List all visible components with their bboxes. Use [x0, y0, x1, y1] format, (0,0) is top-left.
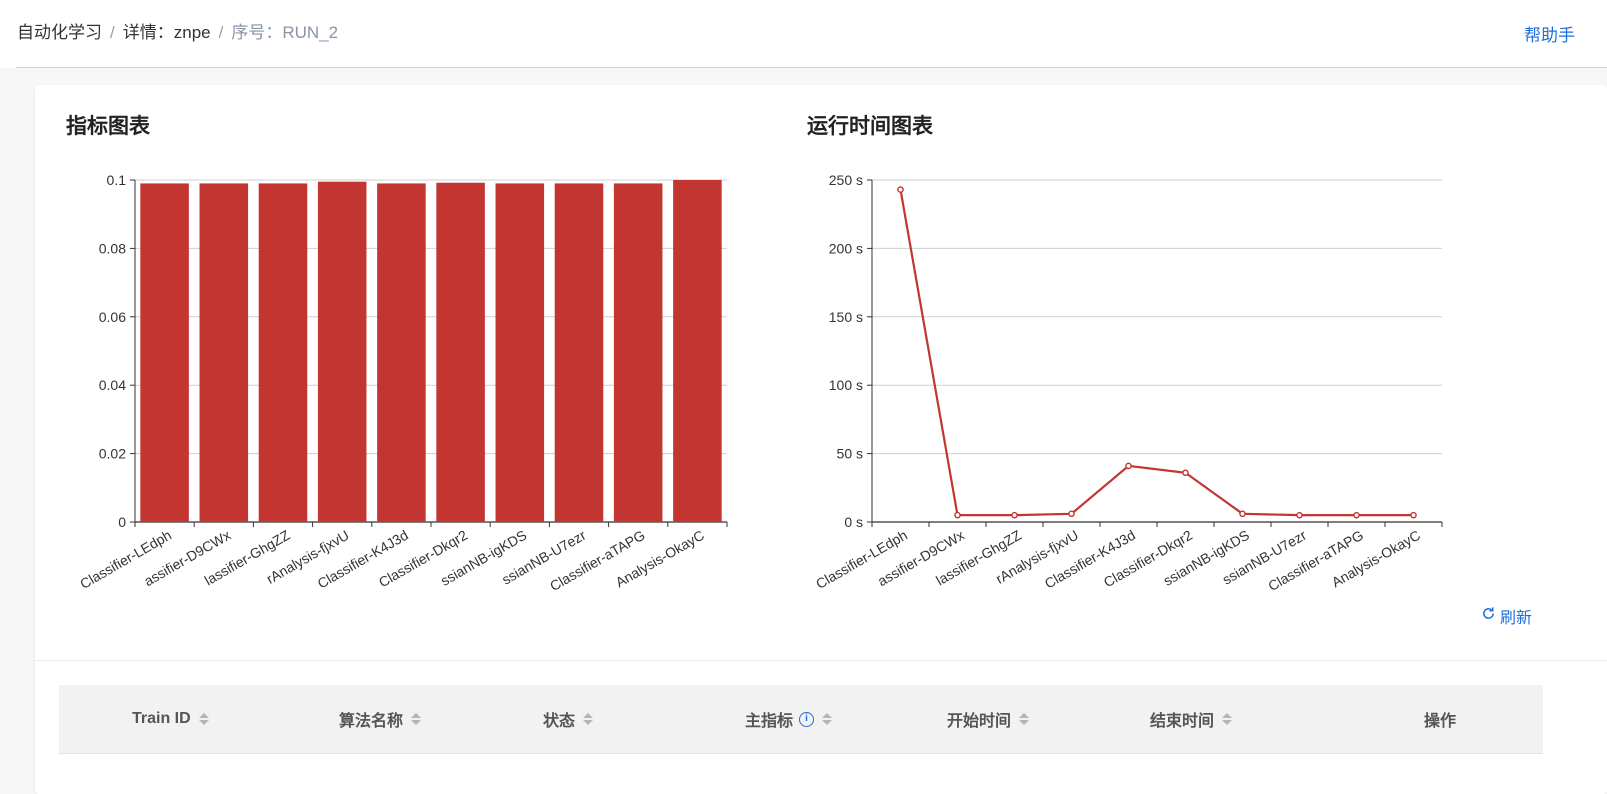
- info-icon[interactable]: i: [799, 711, 815, 727]
- column-main-metric[interactable]: 主指标 i: [745, 685, 833, 753]
- y-tick-label: 200 s: [829, 240, 863, 256]
- data-point: [1068, 510, 1075, 518]
- sort-icon[interactable]: [583, 713, 594, 725]
- bar: [258, 183, 308, 523]
- y-tick-label: 0 s: [844, 514, 863, 530]
- column-algorithm-name[interactable]: 算法名称: [339, 685, 422, 753]
- bar: [495, 183, 545, 523]
- column-label: 操作: [1424, 713, 1457, 730]
- data-point: [1410, 511, 1417, 519]
- data-point: [954, 511, 961, 519]
- x-tick-label: Classifier-LEdph: [813, 527, 910, 592]
- y-tick-label: 150 s: [829, 309, 863, 325]
- breadcrumb-item-detail[interactable]: 详情：znpe: [122, 23, 211, 42]
- data-point: [1182, 469, 1189, 477]
- refresh-icon: [1481, 606, 1496, 626]
- column-actions: 操作: [1424, 685, 1456, 753]
- data-point: [1296, 511, 1303, 519]
- column-label: 算法名称: [339, 713, 404, 730]
- runtime-line-chart: 0 s 50 s 100 s 150 s 200 s 250 s Classifier-LE…: [813, 172, 1443, 594]
- data-point: [1011, 511, 1018, 519]
- sort-icon[interactable]: [198, 713, 209, 725]
- column-label: 结束时间: [1150, 713, 1215, 730]
- column-label: 主指标: [745, 713, 794, 730]
- metric-bar-chart: 00.020.040.060.080.1Classifier-LEdphassi…: [77, 172, 728, 594]
- top-bar: 自动化学习 / 详情：znpe / 序号：RUN_2 帮助手: [0, 0, 1607, 68]
- y-tick-label: 0.06: [99, 309, 126, 325]
- y-tick-label: 0: [118, 514, 126, 530]
- bar: [317, 181, 367, 522]
- x-tick-label: Classifier-aTAPG: [1265, 527, 1366, 594]
- column-status[interactable]: 状态: [543, 685, 594, 753]
- y-tick-label: 50 s: [837, 446, 863, 462]
- bar: [199, 183, 249, 523]
- column-label: Train ID: [132, 710, 191, 727]
- help-link[interactable]: 帮助手: [1524, 26, 1575, 45]
- refresh-button[interactable]: 刷新: [1481, 604, 1532, 628]
- time-chart-title: 运行时间图表: [807, 115, 933, 138]
- y-tick-label: 0.1: [107, 172, 127, 188]
- section-divider: [35, 660, 1607, 661]
- breadcrumb: 自动化学习 / 详情：znpe / 序号：RUN_2: [17, 18, 338, 43]
- y-tick-label: 100 s: [829, 377, 863, 393]
- refresh-label: 刷新: [1500, 610, 1533, 627]
- y-tick-label: 0.08: [99, 240, 126, 256]
- sort-icon[interactable]: [1222, 713, 1233, 725]
- sort-icon[interactable]: [411, 713, 422, 725]
- breadcrumb-item-automl[interactable]: 自动化学习: [17, 23, 102, 42]
- bar: [377, 183, 426, 523]
- y-tick-label: 0.02: [99, 446, 126, 462]
- sort-icon[interactable]: [1019, 713, 1030, 725]
- bar: [436, 182, 485, 522]
- column-start-time[interactable]: 开始时间: [947, 685, 1030, 753]
- sort-icon[interactable]: [822, 713, 833, 725]
- data-point: [1239, 510, 1246, 518]
- breadcrumb-separator: /: [110, 23, 115, 42]
- data-point: [1125, 462, 1132, 470]
- series-line: [899, 189, 1414, 517]
- metric-chart-title: 指标图表: [66, 115, 150, 138]
- column-train-id[interactable]: Train ID: [132, 685, 209, 753]
- bar: [673, 180, 722, 522]
- column-end-time[interactable]: 结束时间: [1150, 685, 1233, 753]
- data-point: [897, 186, 904, 193]
- y-tick-label: 250 s: [829, 172, 863, 188]
- bar: [613, 183, 663, 523]
- breadcrumb-separator: /: [218, 23, 224, 42]
- column-label: 开始时间: [947, 713, 1012, 730]
- breadcrumb-item-run: 序号：RUN_2: [231, 23, 339, 42]
- bar: [554, 183, 604, 523]
- y-tick-label: 0.04: [99, 377, 126, 393]
- bar: [140, 183, 189, 523]
- table-header: Train ID 算法名称 状态 主指标 i 开始时间 结束时间 操作: [59, 685, 1543, 754]
- data-point: [1353, 511, 1360, 519]
- header-divider: [16, 67, 1607, 68]
- column-label: 状态: [543, 713, 576, 730]
